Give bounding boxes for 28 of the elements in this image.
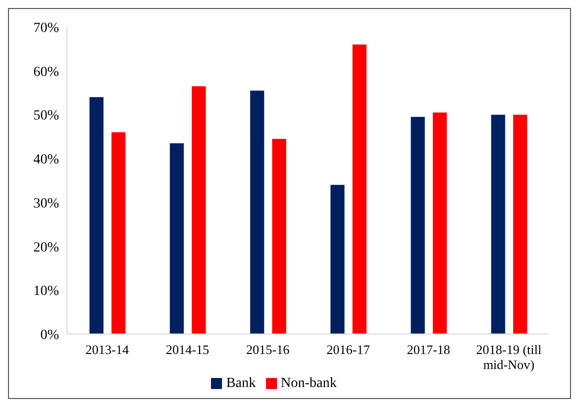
x-tick-label: 2016-17 <box>326 342 370 357</box>
bar <box>192 86 206 334</box>
bar <box>170 143 184 334</box>
x-tick-label: 2013-14 <box>85 342 130 357</box>
x-tick-label: 2014-15 <box>166 342 210 357</box>
bar <box>272 138 286 334</box>
y-tick-label: 10% <box>33 284 60 300</box>
y-tick-label: 30% <box>33 196 60 212</box>
y-tick-label: 0% <box>40 328 60 343</box>
legend-label: Bank <box>226 376 256 391</box>
y-tick-label: 70% <box>33 20 60 36</box>
bar <box>432 112 447 334</box>
bar <box>89 97 104 334</box>
y-tick-label: 50% <box>33 108 60 124</box>
x-tick-label: 2017-18 <box>406 342 450 357</box>
legend-label: Non-bank <box>280 376 337 391</box>
x-tick-label: 2018-19 (till mid-Nov) <box>476 342 542 372</box>
x-tick-label: 2015-16 <box>246 342 290 357</box>
y-tick-label: 60% <box>33 64 60 80</box>
bar <box>330 184 344 334</box>
bar <box>491 114 506 334</box>
y-tick-label: 20% <box>33 240 60 256</box>
bar <box>352 44 366 334</box>
y-tick-label: 40% <box>33 152 60 168</box>
bar <box>410 116 425 334</box>
bar <box>250 90 264 334</box>
bar <box>111 132 126 334</box>
bar <box>513 114 528 334</box>
